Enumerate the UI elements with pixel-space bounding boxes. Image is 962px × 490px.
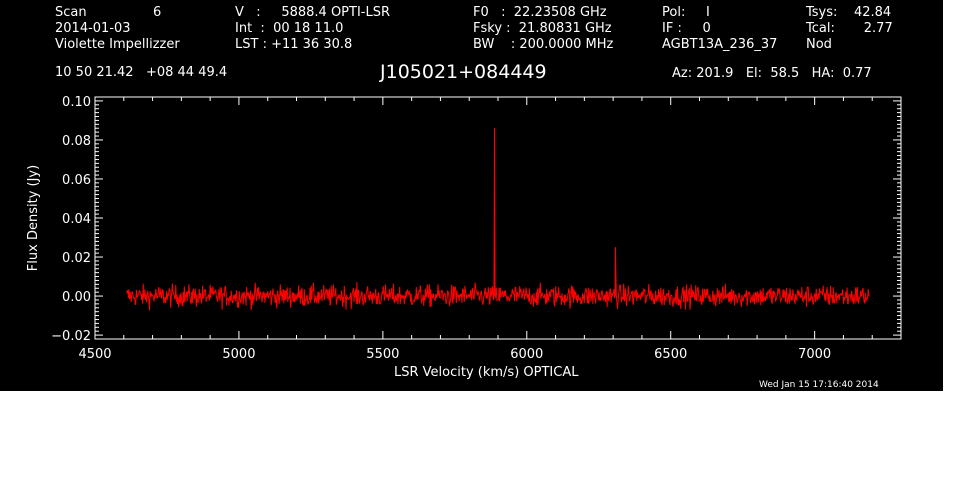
plot-frame [94, 96, 902, 340]
y-tick-label: 0.00 [62, 290, 91, 305]
x-tick-label: 5000 [222, 347, 255, 362]
y-tick-label: −0.02 [51, 329, 91, 344]
integration-time: Int : 00 18 11.0 [235, 21, 344, 36]
source-name: J105021+084449 [380, 61, 547, 83]
x-tick-label: 5500 [366, 347, 399, 362]
scan-number: 6 [153, 5, 162, 20]
y-tick-label: 0.08 [62, 134, 91, 149]
polarization: Pol: I [662, 5, 710, 20]
x-tick-label: 7000 [798, 347, 831, 362]
y-axis-label: Flux Density (Jy) [26, 165, 41, 271]
velocity-readout: V : 5888.4 OPTI-LSR [235, 5, 391, 20]
if-number: IF : 0 [662, 21, 711, 36]
sky-frequency: Fsky : 21.80831 GHz [473, 21, 612, 36]
spectrum-plot: 4500 5000 5500 6000 6500 7000 −0.02 0.00 0.02 0.0… [26, 95, 902, 362]
y-tick-label: 0.04 [62, 212, 91, 227]
x-tick-label: 6000 [510, 347, 543, 362]
x-tick-label: 6500 [654, 347, 687, 362]
project-id: AGBT13A_236_37 [662, 37, 778, 52]
nod-mode: Nod [806, 37, 832, 52]
observer-name: Violette Impellizzer [55, 37, 180, 52]
x-tick-label: 4500 [78, 347, 111, 362]
y-tick-label: 0.02 [62, 251, 91, 266]
pointing-readout: Az: 201.9 El: 58.5 HA: 0.77 [672, 66, 872, 81]
y-tick-label: 0.10 [62, 95, 91, 110]
bandwidth: BW : 200.0000 MHz [473, 37, 614, 52]
observation-date: 2014-01-03 [55, 21, 131, 36]
x-axis-label: LSR Velocity (km/s) OPTICAL [394, 365, 579, 380]
scan-label: Scan [55, 5, 87, 20]
plot-timestamp: Wed Jan 15 17:16:40 2014 [759, 380, 879, 390]
y-tick-label: 0.06 [62, 173, 91, 188]
rest-frequency: F0 : 22.23508 GHz [473, 5, 607, 20]
spectrum-panel: Scan 6 2014-01-03 Violette Impellizzer 1… [0, 0, 943, 391]
tcal-readout: Tcal: 2.77 [806, 21, 893, 36]
tsys-readout: Tsys: 42.84 [806, 5, 892, 20]
source-coordinates: 10 50 21.42 +08 44 49.4 [55, 65, 228, 80]
spectrum-trace [126, 128, 870, 311]
lst-readout: LST : +11 36 30.8 [235, 37, 353, 52]
